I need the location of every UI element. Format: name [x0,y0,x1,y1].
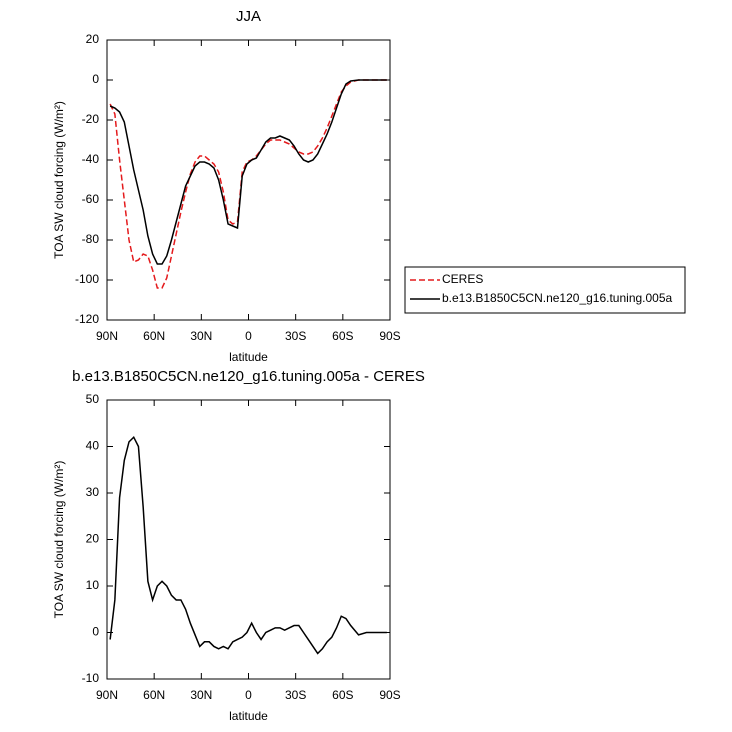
x-tick-label: 30S [285,329,306,343]
x-tick-label: 60N [143,688,165,702]
y-tick-label: -80 [82,232,100,246]
x-tick-label: 90N [96,329,118,343]
chart-title: JJA [236,8,261,25]
data-line [109,435,387,655]
y-tick-label: 10 [86,578,100,592]
x-tick-label: 60S [332,688,353,702]
y-tick-label: -10 [82,671,100,685]
legend-box [404,266,686,314]
y-tick-label: -120 [75,312,99,326]
x-tick-label: 0 [245,329,252,343]
y-tick-label: 40 [86,439,100,453]
x-tick-label: 30S [285,688,306,702]
x-tick-label: 0 [245,688,252,702]
data-line [109,79,387,289]
plot-frame [106,39,391,321]
legend-label: b.e13.B1850C5CN.ne120_g16.tuning.005a [442,291,673,305]
y-axis-label: TOA SW cloud forcing (W/m²) [52,461,66,619]
x-tick-label: 60S [332,329,353,343]
x-tick-label: 30N [190,688,212,702]
data-line [109,79,387,265]
x-axis-label: latitude [229,709,268,723]
chart-title: b.e13.B1850C5CN.ne120_g16.tuning.005a - … [72,368,425,385]
y-tick-label: 20 [86,32,100,46]
x-tick-label: 60N [143,329,165,343]
y-tick-label: -40 [82,152,100,166]
legend-label: CERES [442,272,483,286]
y-axis-label: TOA SW cloud forcing (W/m²) [52,101,66,259]
x-tick-label: 90S [379,329,400,343]
y-tick-label: -100 [75,272,99,286]
x-tick-label: 30N [190,329,212,343]
y-tick-label: 0 [92,625,99,639]
y-tick-label: 30 [86,485,100,499]
y-tick-label: 50 [86,392,100,406]
plot-frame [106,399,391,680]
y-tick-label: -60 [82,192,100,206]
x-tick-label: 90S [379,688,400,702]
y-tick-label: -20 [82,112,100,126]
y-tick-label: 20 [86,532,100,546]
x-tick-label: 90N [96,688,118,702]
y-tick-label: 0 [92,72,99,86]
x-axis-label: latitude [229,350,268,364]
